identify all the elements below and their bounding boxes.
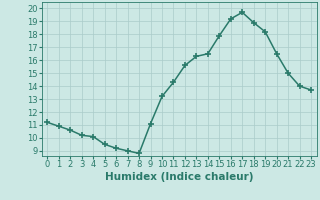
X-axis label: Humidex (Indice chaleur): Humidex (Indice chaleur) xyxy=(105,172,253,182)
